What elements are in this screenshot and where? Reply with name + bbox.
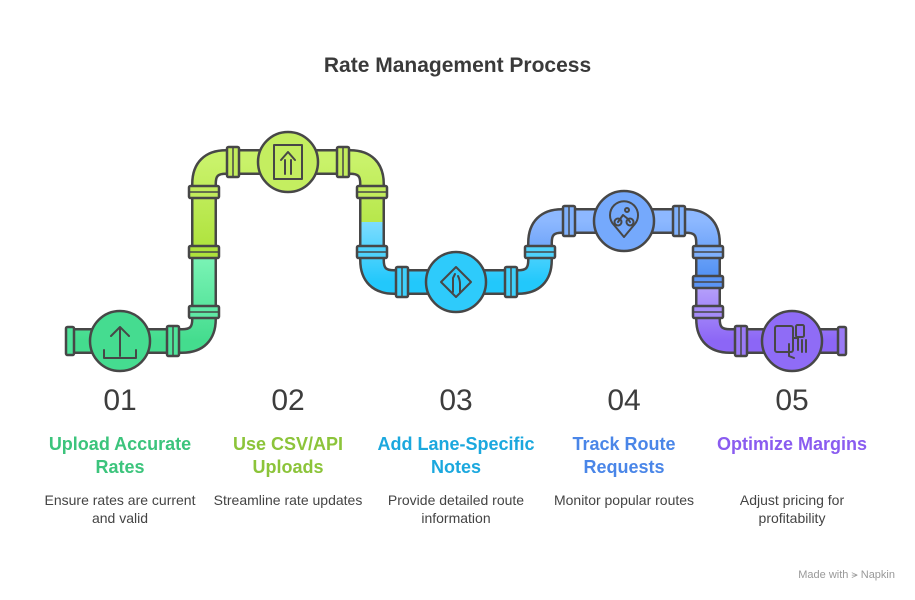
devices-touch-icon [774, 324, 807, 359]
step-description: Provide detailed route information [387, 492, 525, 526]
step-number: 03 [439, 384, 473, 417]
step-3-node [424, 250, 488, 314]
step-2-node [256, 130, 320, 194]
napkin-logo-icon: ⪫ [851, 569, 858, 581]
end-cap [836, 325, 848, 357]
upload-icon [103, 326, 137, 359]
step-number: 02 [271, 384, 305, 417]
merge-arrow-up-sign-icon [273, 144, 303, 180]
step-number: 04 [607, 384, 641, 417]
step-title: Optimize Margins [716, 434, 868, 454]
step-description: Streamline rate updates [213, 492, 363, 508]
made-with-napkin-badge[interactable]: Made with ⪫ Napkin [798, 569, 895, 582]
step-title: Upload Accurate Rates [48, 434, 192, 477]
footer-label: Made with [798, 569, 849, 581]
step-number: 05 [775, 384, 809, 417]
footer-brand: Napkin [860, 569, 895, 581]
step-description: Monitor popular routes [553, 492, 695, 508]
step-title: Add Lane-Specific Notes [377, 434, 535, 477]
step-title: Track Route Requests [572, 434, 676, 477]
step-4-node [592, 189, 656, 253]
cyclist-location-pin-icon [609, 200, 639, 238]
step-number: 01 [103, 384, 137, 417]
step-description: Ensure rates are current and valid [44, 492, 196, 526]
lane-merge-sign-icon [440, 266, 472, 298]
coupling-lines [172, 147, 742, 356]
step-title: Use CSV/API Uploads [232, 434, 344, 477]
page-title: Rate Management Process [323, 54, 592, 77]
end-cap [64, 325, 76, 357]
step-description: Adjust pricing for profitability [739, 492, 845, 526]
